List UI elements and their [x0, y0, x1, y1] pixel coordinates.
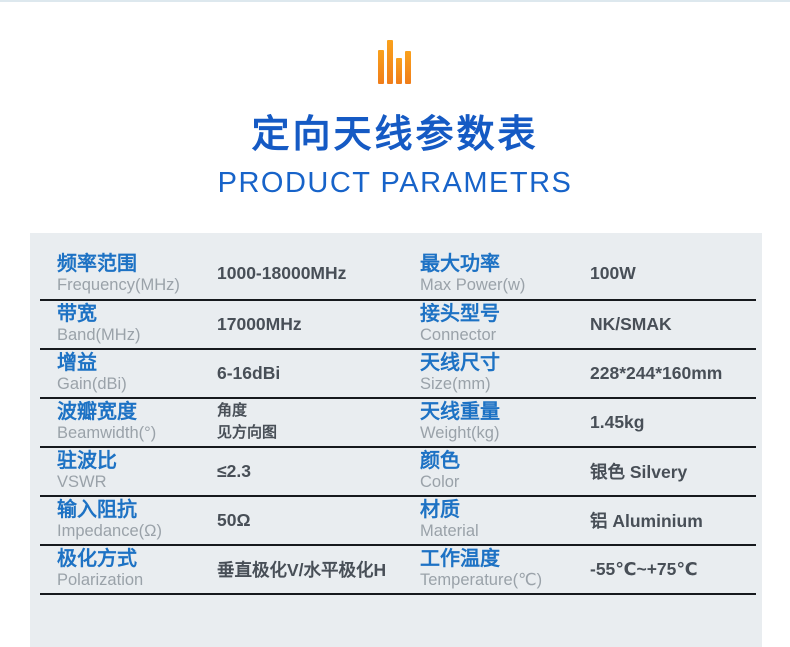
param-label-group: 频率范围 Frequency(MHz): [57, 249, 180, 298]
param-name-zh: 颜色: [420, 450, 460, 472]
param-name-zh: 波瓣宽度: [57, 401, 137, 423]
param-name-en: Connector: [420, 326, 497, 344]
table-row-impedance-material: 输入阻抗 Impedance(Ω) 50Ω 材质 Material 铝 Alum…: [30, 497, 762, 546]
param-name-en: Gain(dBi): [57, 375, 127, 393]
param-name-en: Band(MHz): [57, 326, 141, 344]
param-name-en: Frequency(MHz): [57, 275, 180, 294]
param-name-en: Temperature(℃): [420, 571, 543, 589]
table-row-polarization-temperature: 极化方式 Polarization 垂直极化V/水平极化H 工作温度 Tempe…: [30, 546, 762, 595]
row-divider: [40, 446, 756, 448]
param-label-group: 工作温度 Temperature(℃): [420, 546, 542, 592]
param-value: 铝 Aluminium: [590, 510, 703, 531]
param-name-zh: 增益: [57, 352, 97, 374]
logo-bar: [378, 50, 384, 84]
param-value: 银色 Silvery: [590, 461, 688, 482]
param-name-zh: 工作温度: [420, 548, 500, 570]
logo-bar: [396, 58, 402, 84]
row-divider: [40, 348, 756, 350]
param-label-group: 最大功率 Max Power(w): [420, 249, 525, 298]
param-label-group: 天线尺寸 Size(mm): [420, 350, 500, 396]
param-name-zh: 天线重量: [420, 401, 500, 423]
param-name-en: Max Power(w): [420, 275, 526, 294]
param-value: 50Ω: [217, 509, 251, 530]
logo-bar: [387, 40, 393, 84]
bar-chart-logo-icon: [378, 40, 412, 84]
param-name-zh: 最大功率: [420, 252, 500, 275]
param-value: ≤2.3: [217, 460, 251, 481]
param-label-group: 波瓣宽度 Beamwidth(°): [57, 399, 156, 445]
param-value: 垂直极化V/水平极化H: [217, 559, 387, 580]
param-name-en: Impedance(Ω): [57, 522, 162, 540]
param-name-zh: 接头型号: [420, 303, 500, 325]
param-name-en: Color: [420, 473, 460, 491]
table-row-vswr-color: 驻波比 VSWR ≤2.3 颜色 Color 银色 Silvery: [30, 448, 762, 497]
row-divider: [40, 495, 756, 497]
param-label-group: 带宽 Band(MHz): [57, 301, 140, 347]
row-divider: [40, 299, 756, 301]
row-divider: [40, 397, 756, 399]
table-row-frequency-power: 频率范围 Frequency(MHz) 1000-18000MHz 最大功率 M…: [30, 233, 762, 301]
param-name-zh: 材质: [420, 499, 460, 521]
param-name-en: Size(mm): [420, 375, 491, 393]
param-label-group: 颜色 Color: [420, 448, 460, 494]
page-title-chinese: 定向天线参数表: [251, 114, 539, 156]
page-title-english: PRODUCT PARAMETRS: [217, 167, 573, 199]
param-value: 228*244*160mm: [590, 362, 723, 383]
param-value: 17000MHz: [217, 313, 302, 334]
param-name-zh: 天线尺寸: [420, 352, 500, 374]
param-name-en: VSWR: [57, 473, 107, 491]
param-name-zh: 极化方式: [57, 548, 137, 570]
param-name-zh: 频率范围: [57, 252, 137, 275]
logo-bar: [405, 51, 411, 84]
param-label-group: 极化方式 Polarization: [57, 546, 143, 592]
param-value: 1000-18000MHz: [217, 263, 347, 283]
param-name-en: Beamwidth(°): [57, 424, 157, 442]
param-name-zh: 驻波比: [57, 450, 117, 472]
param-label-group: 输入阻抗 Impedance(Ω): [57, 497, 162, 543]
param-value: 1.45kg: [590, 411, 645, 432]
table-row-beamwidth-weight: 波瓣宽度 Beamwidth(°) 角度 见方向图 天线重量 Weight(kg…: [30, 399, 762, 448]
param-name-zh: 带宽: [57, 303, 97, 325]
table-row-gain-size: 增益 Gain(dBi) 6-16dBi 天线尺寸 Size(mm) 228*2…: [30, 350, 762, 399]
table-row-band-connector: 带宽 Band(MHz) 17000MHz 接头型号 Connector NK/…: [30, 301, 762, 350]
param-value: 100W: [590, 263, 636, 283]
param-label-group: 增益 Gain(dBi): [57, 350, 127, 396]
param-name-en: Material: [420, 522, 479, 540]
param-value: 6-16dBi: [217, 362, 281, 383]
param-name-en: Polarization: [57, 571, 144, 589]
param-name-zh: 输入阻抗: [57, 499, 137, 521]
row-divider: [40, 593, 756, 595]
param-label-group: 天线重量 Weight(kg): [420, 399, 500, 445]
param-value: NK/SMAK: [590, 313, 672, 334]
param-value: 角度 见方向图: [217, 402, 278, 441]
param-name-en: Weight(kg): [420, 424, 500, 442]
param-value: -55℃~+75℃: [590, 558, 698, 579]
param-label-group: 驻波比 VSWR: [57, 448, 117, 494]
param-label-group: 材质 Material: [420, 497, 479, 543]
param-label-group: 接头型号 Connector: [420, 301, 500, 347]
row-divider: [40, 544, 756, 546]
top-divider-strip: [0, 0, 790, 2]
spec-table: 频率范围 Frequency(MHz) 1000-18000MHz 最大功率 M…: [30, 233, 762, 647]
